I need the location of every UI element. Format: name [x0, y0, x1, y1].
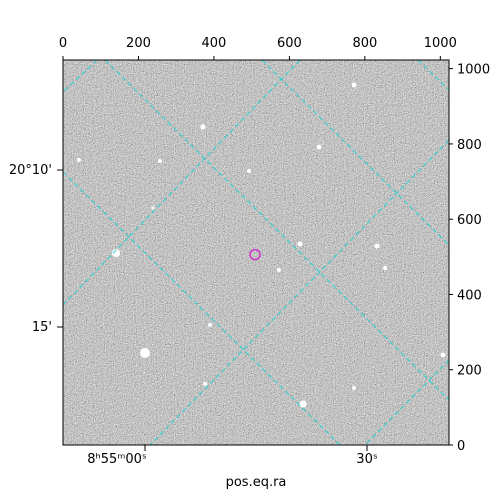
- frame: [62, 59, 450, 446]
- y-tick-label: 600: [457, 213, 482, 228]
- y-tick-label: 800: [457, 138, 482, 153]
- ra-label: 30ˢ: [356, 452, 378, 467]
- x-tick-label: 0: [59, 36, 67, 51]
- x-tick-label: 200: [126, 36, 151, 51]
- dec-label: 20°10': [9, 163, 52, 178]
- image: [63, 60, 449, 445]
- stars: [77, 82, 446, 408]
- x-tick-label: 1000: [424, 36, 457, 51]
- dec-label: 15': [32, 320, 52, 335]
- x-tick-label: 800: [352, 36, 377, 51]
- marker: [249, 248, 261, 261]
- y-tick-label: 0: [457, 439, 465, 454]
- ra-label: 8ʰ55ᵐ00ˢ: [87, 452, 147, 467]
- x-tick-label: 600: [277, 36, 302, 51]
- wcs-grid: [63, 60, 449, 445]
- y-tick-label: 1000: [457, 63, 490, 78]
- y-tick-label: 400: [457, 288, 482, 303]
- y-tick-label: 200: [457, 364, 482, 379]
- x-axis-label: pos.eq.ra: [226, 475, 287, 490]
- x-tick-label: 400: [202, 36, 227, 51]
